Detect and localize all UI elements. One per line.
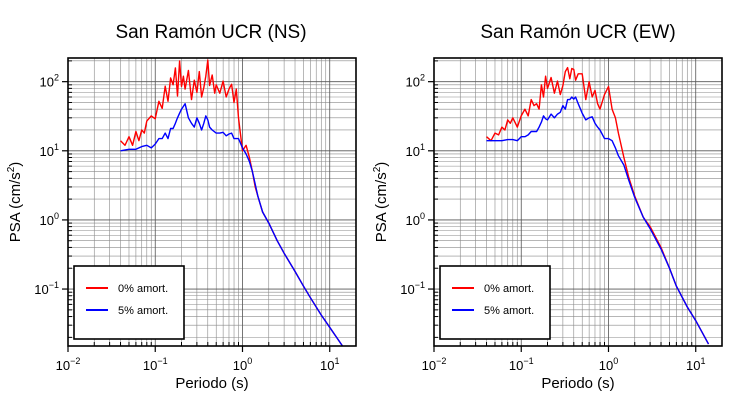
series-layer bbox=[486, 66, 710, 345]
x-axis-label: Periodo (s) bbox=[175, 375, 248, 392]
legend-label-5pct: 5% amort. bbox=[118, 305, 168, 317]
tick-label: 100 bbox=[599, 356, 618, 373]
tick-label-base: 10 bbox=[406, 213, 420, 228]
y-axis-label-superscript: 2 bbox=[6, 166, 17, 172]
tick-label-base: 10 bbox=[56, 358, 70, 373]
x-axis-label: Periodo (s) bbox=[541, 375, 614, 392]
tick-label-exponent: −2 bbox=[436, 356, 446, 366]
tick-label-base: 10 bbox=[320, 358, 334, 373]
tick-label-base: 10 bbox=[599, 358, 613, 373]
tick-label-base: 10 bbox=[406, 75, 420, 90]
legend-label-0pct: 0% amort. bbox=[484, 283, 534, 295]
tick-label-exponent: 0 bbox=[54, 211, 59, 221]
tick-label: 102 bbox=[406, 73, 425, 90]
tick-label: 100 bbox=[40, 211, 59, 228]
tick-label-base: 10 bbox=[509, 358, 523, 373]
y-axis-label-text: ) bbox=[7, 162, 24, 167]
tick-label-exponent: −1 bbox=[157, 356, 167, 366]
tick-label-exponent: 2 bbox=[54, 73, 59, 83]
tick-label: 100 bbox=[406, 211, 425, 228]
tick-label-base: 10 bbox=[233, 358, 247, 373]
tick-label: 101 bbox=[686, 356, 705, 373]
y-axis-label-text: ) bbox=[373, 162, 390, 167]
tick-label-base: 10 bbox=[40, 213, 54, 228]
tick-label-base: 10 bbox=[686, 358, 700, 373]
tick-label-base: 10 bbox=[406, 144, 420, 159]
tick-label: 101 bbox=[406, 142, 425, 159]
tick-label-exponent: 0 bbox=[613, 356, 618, 366]
chart-panel-ns: San Ramón UCR (NS) 10−2 10−1 100 10110−1100… bbox=[6, 22, 357, 392]
legend-box bbox=[73, 265, 185, 340]
tick-label: 10−1 bbox=[509, 356, 534, 373]
tick-label: 10−2 bbox=[422, 356, 447, 373]
tick-label-base: 10 bbox=[400, 282, 414, 297]
tick-label-exponent: 0 bbox=[247, 356, 252, 366]
y-axis-label-superscript: 2 bbox=[372, 166, 383, 172]
tick-label-exponent: 0 bbox=[420, 211, 425, 221]
tick-label-exponent: 1 bbox=[700, 356, 705, 366]
series-layer bbox=[119, 59, 344, 347]
tick-label-base: 10 bbox=[422, 358, 436, 373]
tick-label-exponent: −1 bbox=[415, 280, 425, 290]
tick-label-base: 10 bbox=[143, 358, 157, 373]
tick-label-exponent: 2 bbox=[420, 73, 425, 83]
plot-frame bbox=[67, 57, 357, 347]
y-axis-label: PSA (cm/s2) bbox=[372, 162, 390, 243]
tick-label-base: 10 bbox=[40, 75, 54, 90]
tick-label-exponent: 1 bbox=[420, 142, 425, 152]
legend-box bbox=[439, 265, 551, 340]
tick-label-base: 10 bbox=[34, 282, 48, 297]
tick-label-exponent: 1 bbox=[54, 142, 59, 152]
plot-frame bbox=[433, 57, 723, 347]
chart-title: San Ramón UCR (NS) bbox=[115, 22, 306, 43]
series-line-5pct-damping bbox=[486, 96, 710, 345]
tick-label-base: 10 bbox=[40, 144, 54, 159]
tick-label: 101 bbox=[320, 356, 339, 373]
legend: 0% amort. 5% amort. bbox=[73, 265, 185, 340]
tick-label: 10−1 bbox=[400, 280, 425, 297]
tick-label: 102 bbox=[40, 73, 59, 90]
tick-label-exponent: −2 bbox=[70, 356, 80, 366]
legend: 0% amort. 5% amort. bbox=[439, 265, 551, 340]
axis-ticks bbox=[428, 60, 697, 352]
tick-label-exponent: −1 bbox=[49, 280, 59, 290]
series-line-5pct-damping bbox=[120, 102, 344, 347]
axis-ticks bbox=[62, 60, 331, 352]
tick-label-exponent: 1 bbox=[334, 356, 339, 366]
tick-label: 10−1 bbox=[143, 356, 168, 373]
y-axis-label-text: PSA (cm/s bbox=[7, 172, 24, 242]
legend-label-0pct: 0% amort. bbox=[118, 283, 168, 295]
tick-label: 10−2 bbox=[56, 356, 81, 373]
chart-panel-ew: San Ramón UCR (EW) 10−2 10−1 100 10110−1100… bbox=[372, 22, 723, 392]
major-gridlines bbox=[434, 58, 722, 346]
tick-label: 100 bbox=[233, 356, 252, 373]
y-axis-label: PSA (cm/s2) bbox=[6, 162, 24, 243]
tick-label: 101 bbox=[40, 142, 59, 159]
tick-label-exponent: −1 bbox=[523, 356, 533, 366]
tick-label: 10−1 bbox=[34, 280, 59, 297]
chart-title: San Ramón UCR (EW) bbox=[480, 22, 675, 43]
y-axis-label-text: PSA (cm/s bbox=[373, 172, 390, 242]
legend-label-5pct: 5% amort. bbox=[484, 305, 534, 317]
